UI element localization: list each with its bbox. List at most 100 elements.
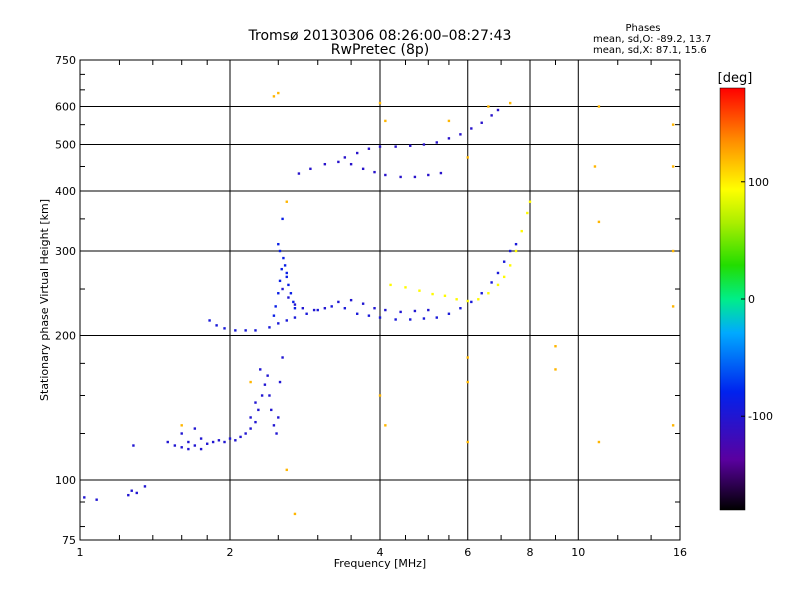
data-point <box>477 298 480 301</box>
chart-title: Tromsø 20130306 08:26:00–08:27:43 <box>248 28 512 44</box>
data-points <box>83 91 675 516</box>
data-point <box>502 275 506 279</box>
data-point <box>422 143 426 146</box>
data-point <box>409 144 412 147</box>
data-point <box>270 408 273 412</box>
data-point <box>223 327 226 330</box>
data-point <box>244 329 247 332</box>
series-f2-trace <box>297 108 500 179</box>
data-point <box>373 170 376 174</box>
colorbar-tick-label: -100 <box>748 410 773 423</box>
data-point <box>268 394 271 397</box>
x-axis-ticks: 1 2 4 6 8 10 16 <box>77 60 687 559</box>
series-scattered-echoes <box>180 91 675 516</box>
y-tick-label: 100 <box>55 474 76 487</box>
data-point <box>272 314 276 317</box>
data-point <box>413 175 417 179</box>
data-point <box>323 307 327 310</box>
data-point <box>384 119 387 123</box>
data-point <box>193 444 197 447</box>
data-point <box>285 275 288 279</box>
data-point <box>671 165 675 168</box>
data-point <box>166 440 169 444</box>
data-point <box>285 319 288 322</box>
data-point <box>554 368 557 371</box>
x-tick-label: 4 <box>377 546 384 559</box>
data-point <box>435 141 438 144</box>
series-spread-near-2-5-mhz <box>272 217 297 317</box>
data-point <box>480 292 483 295</box>
data-point <box>309 167 312 171</box>
data-point <box>487 105 490 108</box>
data-point <box>297 172 301 175</box>
data-point <box>389 283 392 287</box>
data-point <box>671 305 675 308</box>
phases-heading: Phases <box>625 23 660 34</box>
data-point <box>316 308 319 312</box>
data-point <box>466 299 469 303</box>
data-point <box>274 305 277 308</box>
data-point <box>254 420 257 424</box>
data-point <box>447 137 451 140</box>
data-point <box>470 127 473 130</box>
data-point <box>378 101 382 105</box>
data-point <box>490 114 493 117</box>
data-point <box>263 383 267 386</box>
data-point <box>361 167 365 171</box>
data-point <box>399 175 402 179</box>
data-point <box>470 300 473 304</box>
data-point <box>413 309 417 313</box>
data-point <box>466 440 469 444</box>
phases-o-stats: mean, sd,O: -89.2, 13.7 <box>593 34 711 45</box>
data-point <box>323 162 327 166</box>
data-point <box>305 312 308 315</box>
data-point <box>508 249 512 253</box>
y-tick-label: 400 <box>55 185 76 198</box>
colorbar-tick-label: 0 <box>748 293 755 306</box>
data-point <box>373 307 376 310</box>
colorbar-label: [deg] <box>718 71 753 86</box>
data-point <box>528 200 532 203</box>
data-point <box>234 329 237 332</box>
data-point <box>526 211 529 215</box>
data-point <box>272 95 276 98</box>
data-point <box>239 435 242 439</box>
data-point <box>520 229 523 233</box>
data-point <box>431 292 434 296</box>
data-point <box>127 493 130 497</box>
colorbar-ticks: 100 0 -100 <box>741 176 773 423</box>
x-tick-label: 1 <box>77 546 84 559</box>
data-point <box>378 316 382 319</box>
data-point <box>404 286 407 289</box>
data-point <box>378 394 382 397</box>
grid-lines <box>80 60 680 540</box>
data-point <box>349 298 353 302</box>
data-point <box>283 264 287 267</box>
data-point <box>361 302 365 305</box>
data-point <box>234 439 237 442</box>
data-point <box>447 312 451 315</box>
data-point <box>285 200 288 203</box>
data-point <box>287 296 290 299</box>
data-point <box>337 160 340 164</box>
data-point <box>259 368 262 371</box>
data-point <box>671 123 675 126</box>
data-point <box>278 380 282 384</box>
data-point <box>208 319 211 322</box>
y-tick-label: 750 <box>55 54 76 67</box>
data-point <box>435 316 438 319</box>
data-point <box>394 145 397 148</box>
data-point <box>502 260 506 263</box>
data-point <box>187 440 190 444</box>
data-point <box>459 307 462 310</box>
data-point <box>443 294 447 297</box>
data-point <box>427 173 430 177</box>
data-point <box>249 380 252 384</box>
data-point <box>459 133 462 136</box>
data-point <box>180 424 183 427</box>
data-point <box>447 119 451 123</box>
data-point <box>223 440 226 444</box>
data-point <box>260 394 264 397</box>
data-point <box>293 512 297 516</box>
data-point <box>355 312 359 315</box>
